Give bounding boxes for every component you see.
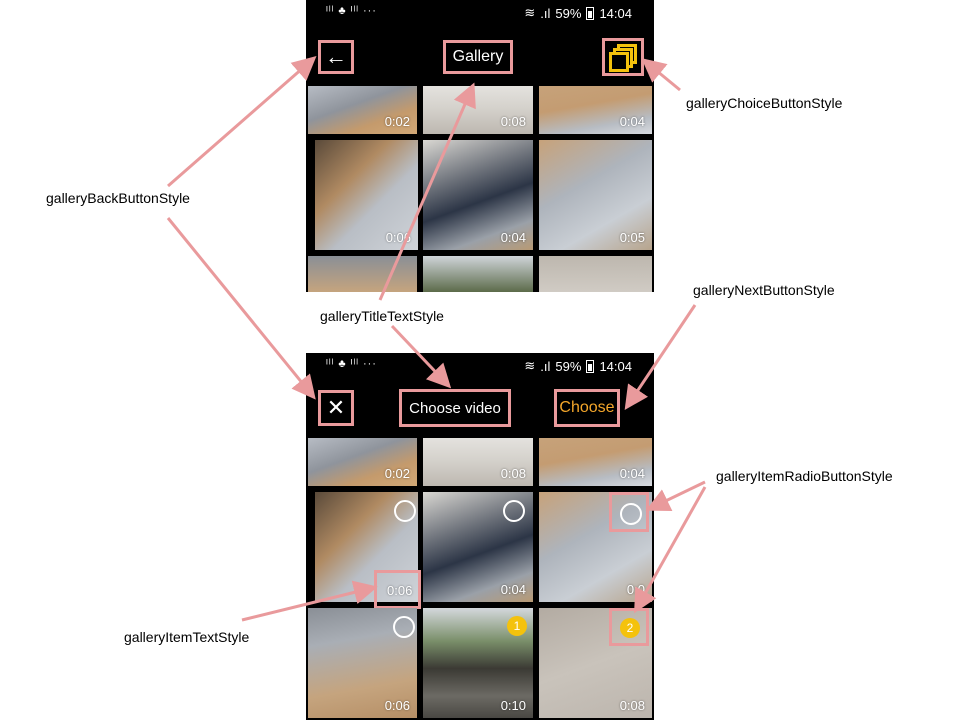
video-duration: 0:08: [500, 466, 526, 481]
wifi-icon: ≋: [524, 5, 536, 20]
video-thumbnail[interactable]: 0:04: [423, 492, 533, 602]
video-thumbnail[interactable]: 0:02: [308, 438, 417, 486]
video-duration: 0:05: [619, 230, 645, 245]
signal-icon: .ıl: [540, 5, 551, 21]
selection-order-badge[interactable]: 1: [507, 616, 527, 636]
annotation-next-button: galleryNextButtonStyle: [693, 282, 835, 298]
arrow-title-bottom: [390, 324, 452, 389]
badge-highlight: [609, 608, 649, 646]
video-duration: 0:04: [619, 466, 645, 481]
annotation-choice-button: galleryChoiceButtonStyle: [686, 95, 843, 111]
arrow-radio: [645, 480, 706, 512]
clock: 14:04: [599, 5, 632, 21]
picker-toolbar: ✕ Choose video Choose: [306, 379, 654, 437]
gallery-screen-preview: ᴵˡˡ ♣ ᴵˡˡ ··· ≋ .ıl 59% 14:04 ← Gallery …: [306, 0, 654, 292]
video-thumbnail[interactable]: [308, 256, 417, 292]
wifi-icon: ≋: [524, 358, 536, 373]
clock: 14:04: [599, 358, 632, 374]
battery-icon: [586, 6, 595, 20]
battery-percent: 59%: [555, 5, 582, 21]
video-thumbnail[interactable]: 0:05: [539, 140, 652, 250]
picker-title: Choose video: [399, 389, 511, 427]
video-thumbnail[interactable]: [423, 256, 533, 292]
close-icon: ✕: [326, 395, 346, 420]
arrow-left-icon: ←: [325, 44, 347, 69]
arrow-back-top: [167, 56, 317, 188]
video-duration: 0:10: [500, 698, 526, 713]
video-duration: 0:04: [500, 582, 526, 597]
selection-radio[interactable]: [620, 503, 642, 525]
video-thumbnail[interactable]: 0:08: [423, 438, 533, 486]
video-duration: 0:02: [384, 466, 410, 481]
video-duration: 0:08: [500, 114, 526, 129]
arrow-item-text: [241, 580, 378, 622]
video-duration: 0:06: [387, 583, 413, 598]
status-bar: ᴵˡˡ ♣ ᴵˡˡ ··· ≋ .ıl 59% 14:04: [306, 0, 654, 26]
selection-radio[interactable]: [394, 500, 416, 522]
annotation-back-button: galleryBackButtonStyle: [46, 190, 190, 206]
gallery-title: Gallery: [443, 40, 513, 74]
signal-icon: .ıl: [540, 358, 551, 374]
battery-percent: 59%: [555, 358, 582, 374]
arrow-choice: [641, 58, 681, 92]
video-duration: 0:04: [500, 230, 526, 245]
video-thumbnail[interactable]: 0:04: [539, 438, 652, 486]
video-duration: 0:08: [619, 698, 645, 713]
arrow-badge: [634, 486, 707, 614]
battery-icon: [586, 359, 595, 373]
annotation-title-text: galleryTitleTextStyle: [320, 308, 444, 324]
gallery-toolbar: ← Gallery: [306, 26, 654, 84]
status-bar: ᴵˡˡ ♣ ᴵˡˡ ··· ≋ .ıl 59% 14:04: [306, 353, 654, 379]
video-thumbnail[interactable]: [539, 256, 652, 292]
status-left-icons: ᴵˡˡ ♣ ᴵˡˡ ···: [326, 5, 377, 17]
arrow-next: [624, 304, 697, 410]
video-thumbnail[interactable]: 0:06: [315, 140, 418, 250]
arrow-title-top: [378, 82, 476, 301]
close-button[interactable]: ✕: [318, 390, 354, 426]
video-thumbnail[interactable]: 0:08: [423, 86, 533, 134]
selection-order-badge[interactable]: 2: [620, 618, 640, 638]
status-left-icons: ᴵˡˡ ♣ ᴵˡˡ ···: [326, 358, 377, 370]
video-thumbnail[interactable]: 0:02: [308, 86, 417, 134]
selection-radio[interactable]: [393, 616, 415, 638]
video-duration: 0:06: [384, 698, 410, 713]
radio-highlight: [609, 492, 649, 532]
video-duration: 0:02: [384, 114, 410, 129]
arrow-back-bottom: [166, 217, 316, 400]
video-thumbnail[interactable]: 1 0:10: [423, 608, 533, 718]
annotation-item-text: galleryItemTextStyle: [124, 629, 250, 645]
video-thumbnail[interactable]: 0:06: [308, 608, 417, 718]
selection-radio[interactable]: [503, 500, 525, 522]
gallery-choice-button[interactable]: [602, 38, 644, 76]
video-picker-screen-preview: ᴵˡˡ ♣ ᴵˡˡ ··· ≋ .ıl 59% 14:04 ✕ Choose v…: [306, 353, 654, 720]
back-button[interactable]: ←: [318, 40, 354, 74]
video-duration: 0:04: [619, 114, 645, 129]
choose-button[interactable]: Choose: [554, 389, 620, 427]
annotation-radio-button: galleryItemRadioButtonStyle: [716, 468, 893, 484]
video-thumbnail[interactable]: 0:04: [539, 86, 652, 134]
